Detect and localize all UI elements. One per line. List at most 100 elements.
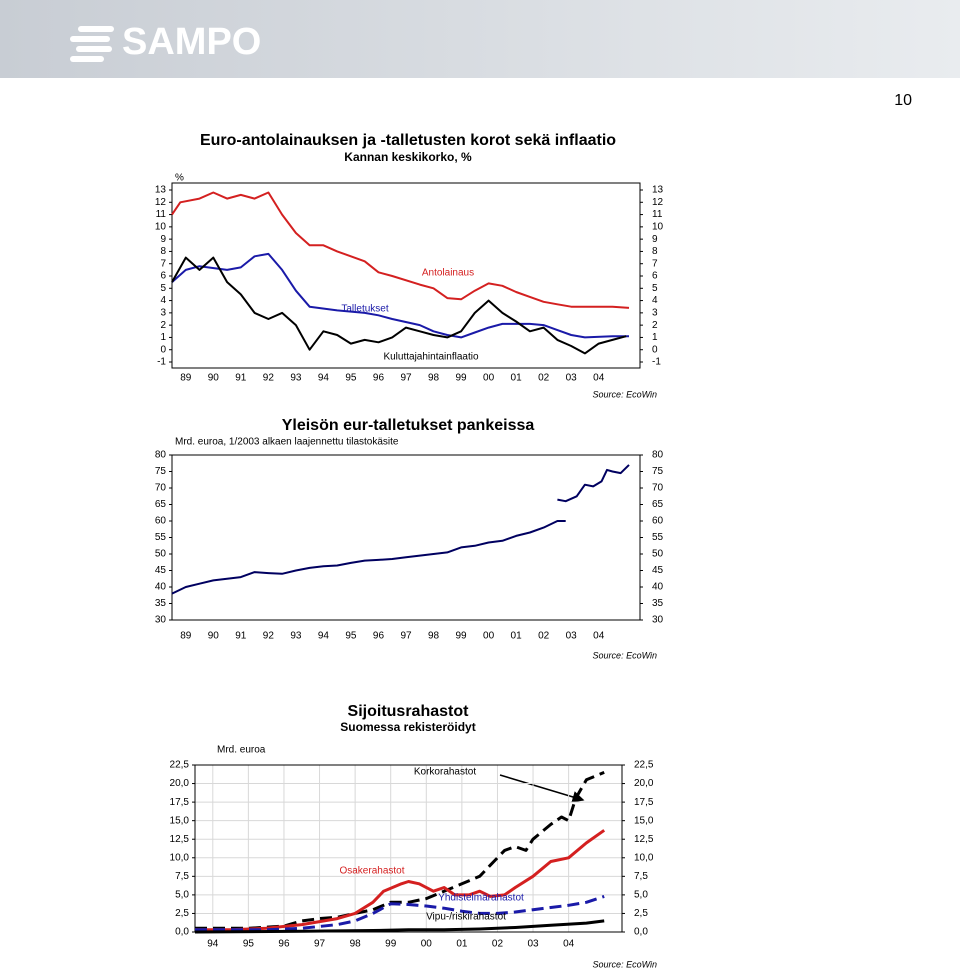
x-tick-label: 02 xyxy=(538,373,550,384)
x-tick-label: 98 xyxy=(428,373,440,384)
y2-tick-label: 20,0 xyxy=(634,778,654,789)
y2-tick-label: 15,0 xyxy=(634,815,654,826)
series-label: Talletukset xyxy=(341,304,388,315)
y2-tick-label: 12,5 xyxy=(634,834,654,845)
plot-frame xyxy=(171,182,641,369)
x-tick-label: 01 xyxy=(511,631,523,642)
x-tick-label: 90 xyxy=(208,631,220,642)
series-line xyxy=(195,771,605,930)
y-axis-label: % xyxy=(175,173,184,184)
y2-tick-label: 0,0 xyxy=(634,927,648,938)
y-tick-label: 35 xyxy=(155,598,167,609)
y2-tick-label: 40 xyxy=(652,582,664,593)
logo-icon xyxy=(70,26,114,62)
x-tick-label: 00 xyxy=(421,939,433,950)
x-tick-label: 00 xyxy=(483,373,495,384)
y2-tick-label: 12 xyxy=(652,197,664,208)
x-tick-label: 03 xyxy=(566,373,578,384)
y2-tick-label: -1 xyxy=(652,357,661,368)
y2-tick-label: 8 xyxy=(652,246,658,257)
x-tick-label: 99 xyxy=(455,373,467,384)
y-axis-label: Mrd. euroa xyxy=(217,745,266,756)
y2-tick-label: 80 xyxy=(652,450,664,461)
y-tick-label: 30 xyxy=(155,615,167,626)
series-line xyxy=(171,256,627,355)
chart-title: Sijoitusrahastot xyxy=(348,703,470,720)
header-band xyxy=(0,0,960,78)
x-tick-label: 01 xyxy=(511,373,523,384)
x-tick-label: 91 xyxy=(235,631,247,642)
series-line xyxy=(194,919,605,934)
x-tick-label: 98 xyxy=(428,631,440,642)
x-tick-label: 92 xyxy=(263,373,275,384)
y-tick-label: 20,0 xyxy=(170,778,190,789)
y2-tick-label: 5 xyxy=(652,283,658,294)
y2-tick-label: 5,0 xyxy=(634,890,648,901)
y2-tick-label: 7 xyxy=(652,258,658,269)
y2-tick-label: 4 xyxy=(652,295,658,306)
annotation-arrow xyxy=(499,774,585,803)
y2-tick-label: 2,5 xyxy=(634,908,648,919)
x-tick-label: 90 xyxy=(208,373,220,384)
y2-tick-label: 35 xyxy=(652,598,664,609)
x-tick-label: 91 xyxy=(235,373,247,384)
y2-tick-label: 10,0 xyxy=(634,852,654,863)
x-tick-label: 00 xyxy=(483,631,495,642)
y-tick-label: 3 xyxy=(160,307,166,318)
y2-tick-label: 2 xyxy=(652,320,658,331)
y2-tick-label: 13 xyxy=(652,185,664,196)
series-label: Yhdistelmärahastot xyxy=(438,893,524,904)
series-label: Antolainaus xyxy=(422,268,474,279)
y-tick-label: 65 xyxy=(155,499,167,510)
series-line xyxy=(557,464,630,503)
x-tick-label: 02 xyxy=(538,631,550,642)
series-line xyxy=(171,191,630,309)
y2-tick-label: 60 xyxy=(652,516,664,527)
y-tick-label: 60 xyxy=(155,516,167,527)
x-tick-label: 97 xyxy=(400,373,412,384)
plot-frame xyxy=(194,764,623,933)
x-tick-label: 03 xyxy=(566,631,578,642)
chart-title: Yleisön eur-talletukset pankeissa xyxy=(282,417,535,434)
y-tick-label: 5 xyxy=(160,283,166,294)
x-tick-label: 95 xyxy=(243,939,255,950)
y-tick-label: 22,5 xyxy=(170,760,190,771)
y2-tick-label: 11 xyxy=(652,209,663,220)
x-tick-label: 01 xyxy=(456,939,468,950)
y-tick-label: 2 xyxy=(160,320,166,331)
y-tick-label: 55 xyxy=(155,532,167,543)
y-tick-label: 1 xyxy=(160,332,166,343)
y2-tick-label: 17,5 xyxy=(634,797,654,808)
y-tick-label: 0,0 xyxy=(175,927,189,938)
source: Source: EcoWin xyxy=(593,389,657,399)
y-tick-label: 0 xyxy=(160,344,166,355)
x-tick-label: 94 xyxy=(207,939,219,950)
x-tick-label: 95 xyxy=(345,373,357,384)
y-tick-label: 9 xyxy=(160,234,166,245)
source: Source: EcoWin xyxy=(593,959,657,969)
y-tick-label: 17,5 xyxy=(170,797,190,808)
y-tick-label: 12,5 xyxy=(170,834,190,845)
x-tick-label: 92 xyxy=(263,631,275,642)
series-line xyxy=(171,520,566,595)
y2-tick-label: 65 xyxy=(652,499,664,510)
y2-tick-label: 75 xyxy=(652,466,664,477)
y-tick-label: 5,0 xyxy=(175,890,189,901)
y2-tick-label: 9 xyxy=(652,234,658,245)
y-tick-label: 8 xyxy=(160,246,166,257)
x-tick-label: 97 xyxy=(400,631,412,642)
series-line xyxy=(171,252,629,339)
x-tick-label: 04 xyxy=(563,939,575,950)
y2-tick-label: 10 xyxy=(652,221,664,232)
series-label: Vipu-/riskirahastot xyxy=(426,912,506,923)
x-tick-label: 93 xyxy=(290,631,302,642)
y2-tick-label: 6 xyxy=(652,271,658,282)
y-tick-label: 4 xyxy=(160,295,166,306)
y2-tick-label: 1 xyxy=(652,332,658,343)
y2-tick-label: 3 xyxy=(652,307,658,318)
y-tick-label: 7 xyxy=(160,258,166,269)
y-tick-label: 10 xyxy=(155,221,167,232)
x-tick-label: 97 xyxy=(314,939,326,950)
